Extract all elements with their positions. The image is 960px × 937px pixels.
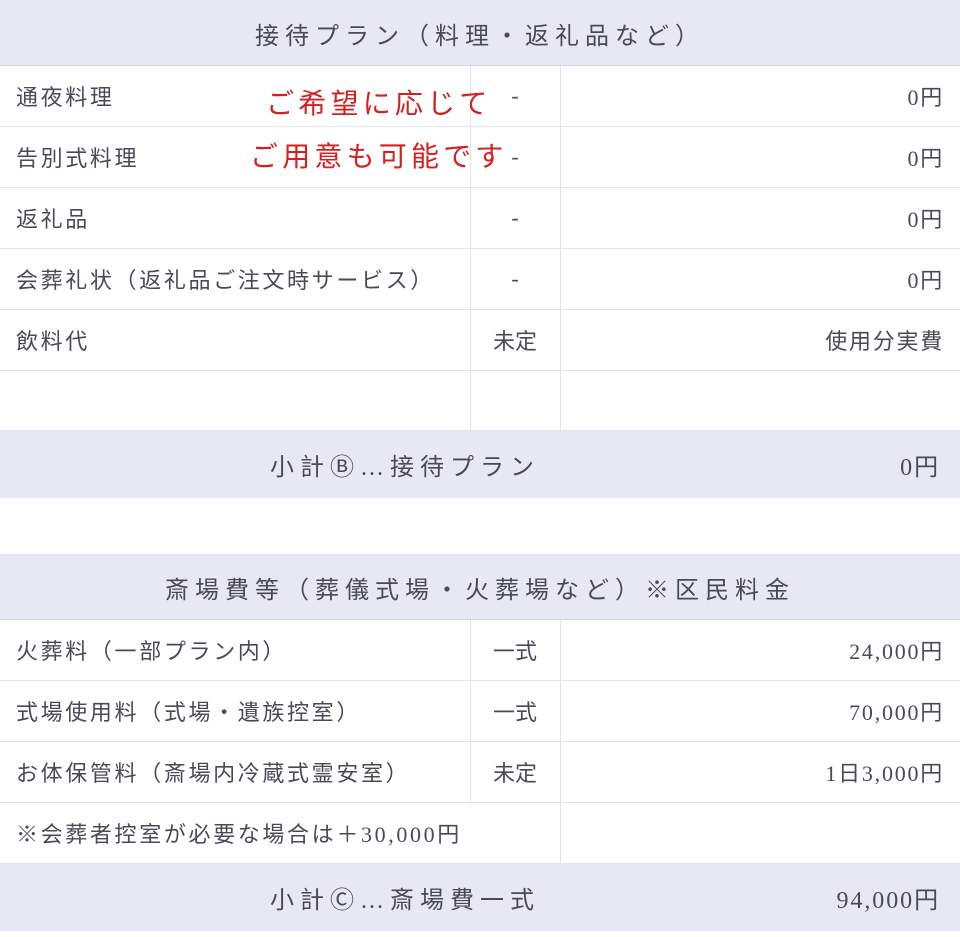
table-row: 火葬料（一部プラン内） 一式 24,000円 bbox=[0, 620, 960, 681]
table-row: 式場使用料（式場・遺族控室） 一式 70,000円 bbox=[0, 681, 960, 742]
item-name: 告別式料理 bbox=[0, 127, 470, 188]
item-name: お体保管料（斎場内冷蔵式霊安室） bbox=[0, 742, 470, 803]
item-name: 火葬料（一部プラン内） bbox=[0, 620, 470, 681]
item-name bbox=[0, 371, 470, 431]
item-qty bbox=[470, 371, 560, 431]
item-qty: 未定 bbox=[470, 742, 560, 803]
item-price: 24,000円 bbox=[560, 620, 960, 681]
item-name: 飲料代 bbox=[0, 310, 470, 371]
item-price: 1日3,000円 bbox=[560, 742, 960, 803]
item-price: 0円 bbox=[560, 188, 960, 249]
item-price bbox=[560, 371, 960, 431]
subtotal-value: 94,000円 bbox=[560, 864, 960, 932]
item-price: 使用分実費 bbox=[560, 310, 960, 371]
table-row bbox=[0, 371, 960, 431]
table-row: 返礼品 - 0円 bbox=[0, 188, 960, 249]
subtotal-value: 0円 bbox=[560, 431, 960, 499]
hospitality-plan-table: 接待プラン（料理・返礼品など） 通夜料理 - 0円 告別式料理 - 0円 返礼品… bbox=[0, 0, 960, 498]
item-qty: - bbox=[470, 188, 560, 249]
item-price: 70,000円 bbox=[560, 681, 960, 742]
subtotal-row: 小計Ⓑ…接待プラン 0円 bbox=[0, 431, 960, 499]
item-qty: 未定 bbox=[470, 310, 560, 371]
venue-fee-section: 斎場費等（葬儀式場・火葬場など）※区民料金 火葬料（一部プラン内） 一式 24,… bbox=[0, 554, 960, 931]
item-name: 通夜料理 bbox=[0, 66, 470, 127]
table-row: 通夜料理 - 0円 bbox=[0, 66, 960, 127]
section2-title: 斎場費等（葬儀式場・火葬場など）※区民料金 bbox=[0, 554, 960, 620]
subtotal-label: 小計Ⓒ…斎場費一式 bbox=[0, 864, 560, 932]
venue-fee-table: 斎場費等（葬儀式場・火葬場など）※区民料金 火葬料（一部プラン内） 一式 24,… bbox=[0, 554, 960, 931]
hospitality-plan-section: 接待プラン（料理・返礼品など） 通夜料理 - 0円 告別式料理 - 0円 返礼品… bbox=[0, 0, 960, 498]
section1-title: 接待プラン（料理・返礼品など） bbox=[0, 0, 960, 66]
item-price: 0円 bbox=[560, 127, 960, 188]
table-row: 告別式料理 - 0円 bbox=[0, 127, 960, 188]
table-row: ※会葬者控室が必要な場合は＋30,000円 bbox=[0, 803, 960, 864]
item-qty: - bbox=[470, 66, 560, 127]
item-name: 返礼品 bbox=[0, 188, 470, 249]
item-qty: 一式 bbox=[470, 620, 560, 681]
item-qty: - bbox=[470, 249, 560, 310]
item-price: 0円 bbox=[560, 66, 960, 127]
table-row: 会葬礼状（返礼品ご注文時サービス） - 0円 bbox=[0, 249, 960, 310]
table-row: お体保管料（斎場内冷蔵式霊安室） 未定 1日3,000円 bbox=[0, 742, 960, 803]
table-row: 飲料代 未定 使用分実費 bbox=[0, 310, 960, 371]
item-qty: - bbox=[470, 127, 560, 188]
item-price bbox=[560, 803, 960, 864]
item-qty: 一式 bbox=[470, 681, 560, 742]
note-cell: ※会葬者控室が必要な場合は＋30,000円 bbox=[0, 803, 560, 864]
item-name: 会葬礼状（返礼品ご注文時サービス） bbox=[0, 249, 470, 310]
subtotal-label: 小計Ⓑ…接待プラン bbox=[0, 431, 560, 499]
item-name: 式場使用料（式場・遺族控室） bbox=[0, 681, 470, 742]
subtotal-row: 小計Ⓒ…斎場費一式 94,000円 bbox=[0, 864, 960, 932]
item-price: 0円 bbox=[560, 249, 960, 310]
section-gap bbox=[0, 498, 960, 554]
